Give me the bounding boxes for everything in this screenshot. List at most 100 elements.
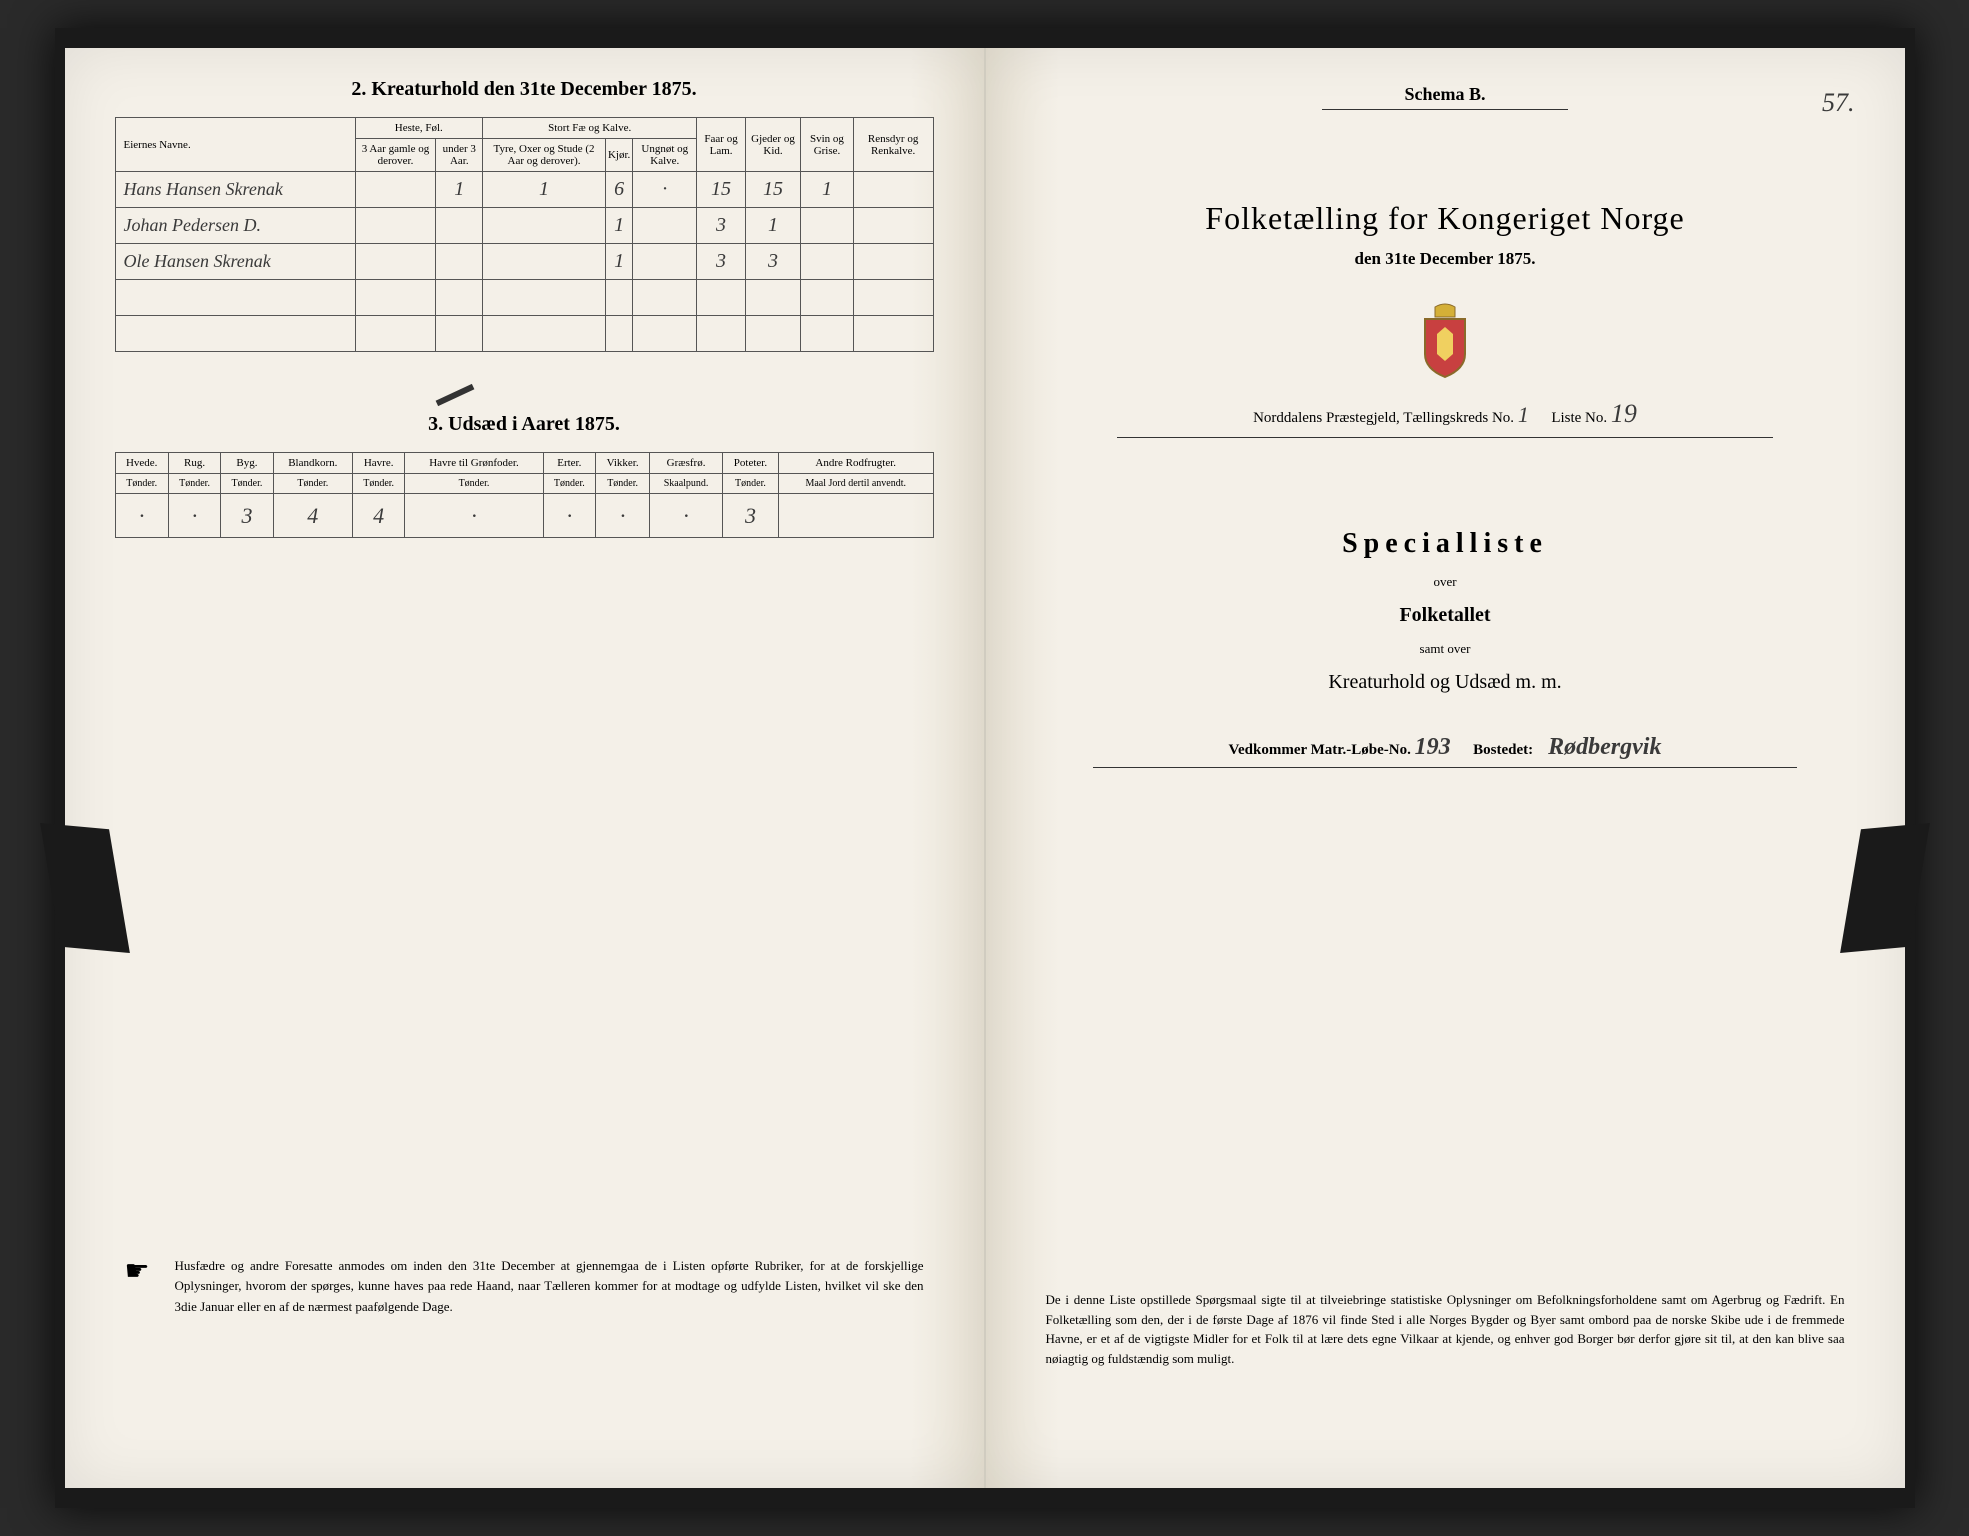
table-cell: [853, 208, 933, 244]
section3-title: 3. Udsæd i Aaret 1875.: [115, 413, 934, 436]
table-cell: [115, 280, 355, 316]
table-row: Hans Hansen Skrenak116·15151: [115, 172, 933, 208]
table-cell: [483, 208, 606, 244]
table-cell: [801, 208, 854, 244]
footer-note-left: Husfædre og andre Foresatte anmodes om i…: [175, 1256, 924, 1318]
table-cell: [853, 280, 933, 316]
vedkommer-line: Vedkommer Matr.-Løbe-No. 193 Bostedet: R…: [1036, 734, 1855, 761]
table-cell: Ole Hansen Skrenak: [115, 244, 355, 280]
col-subheader: Tønder.: [596, 474, 650, 494]
col-header: Hvede.: [115, 453, 168, 474]
table-row: [115, 316, 933, 352]
table-cell: 3: [221, 494, 273, 538]
table-cell: 3: [722, 494, 778, 538]
page-number: 57.: [1822, 88, 1855, 118]
table-cell: 1: [436, 172, 483, 208]
table-cell: [436, 280, 483, 316]
table-cell: 15: [697, 172, 746, 208]
table-cell: 1: [605, 244, 632, 280]
footer-note-right: De i denne Liste opstillede Spørgsmaal s…: [1046, 1290, 1845, 1368]
table-row: [115, 280, 933, 316]
table-cell: [436, 316, 483, 352]
table-cell: [355, 244, 436, 280]
col-ren: Rensdyr og Renkalve.: [853, 118, 933, 172]
table-cell: [355, 280, 436, 316]
page-right: 57. Schema B. Folketælling for Kongerige…: [985, 48, 1905, 1488]
main-title: Folketælling for Kongeriget Norge: [1036, 200, 1855, 237]
col-stort-c: Ungnøt og Kalve.: [633, 139, 697, 172]
col-subheader: Tønder.: [115, 474, 168, 494]
table-cell: [605, 316, 632, 352]
table-row: Johan Pedersen D.131: [115, 208, 933, 244]
table-cell: ·: [115, 494, 168, 538]
table-cell: [633, 316, 697, 352]
table-cell: [853, 172, 933, 208]
col-header: Havre.: [352, 453, 404, 474]
table-cell: 1: [483, 172, 606, 208]
col-header: Havre til Grønfoder.: [405, 453, 543, 474]
coat-of-arms-icon: [1415, 299, 1475, 379]
col-faar: Faar og Lam.: [697, 118, 746, 172]
table-cell: [436, 244, 483, 280]
bostedet-value: Rødbergvik: [1548, 734, 1661, 760]
livestock-table: Eiernes Navne. Heste, Føl. Stort Fæ og K…: [115, 117, 934, 352]
district-no: 1: [1518, 402, 1529, 427]
col-subheader: Tønder.: [352, 474, 404, 494]
table-cell: [697, 316, 746, 352]
table-cell: 4: [352, 494, 404, 538]
col-stort-b: Kjør.: [605, 139, 632, 172]
table-cell: ·: [633, 172, 697, 208]
table-row: Ole Hansen Skrenak 1 33: [115, 244, 933, 280]
table-cell: 6: [605, 172, 632, 208]
col-subheader: Tønder.: [168, 474, 220, 494]
col-stort-group: Stort Fæ og Kalve.: [483, 118, 697, 139]
pointing-hand-icon: ☛: [125, 1254, 150, 1288]
col-svin: Svin og Grise.: [801, 118, 854, 172]
district-prefix: Norddalens Præstegjeld, Tællingskreds No…: [1253, 410, 1514, 426]
book-spread: 2. Kreaturhold den 31te December 1875. E…: [55, 28, 1915, 1508]
table-cell: 1: [605, 208, 632, 244]
table-cell: 4: [273, 494, 352, 538]
table-cell: [483, 244, 606, 280]
col-header: Erter.: [543, 453, 595, 474]
liste-no: 19: [1611, 399, 1637, 428]
table-cell: Johan Pedersen D.: [115, 208, 355, 244]
col-heste-a: 3 Aar gamle og derover.: [355, 139, 436, 172]
sub-title: den 31te December 1875.: [1036, 249, 1855, 269]
table-cell: 1: [745, 208, 800, 244]
table-cell: 3: [697, 244, 746, 280]
table-cell: [853, 316, 933, 352]
table-cell: ·: [543, 494, 595, 538]
table-cell: [778, 494, 933, 538]
col-header: Vikker.: [596, 453, 650, 474]
table-cell: [355, 208, 436, 244]
table-cell: [115, 316, 355, 352]
col-subheader: Skaalpund.: [650, 474, 723, 494]
district-line: Norddalens Præstegjeld, Tællingskreds No…: [1117, 399, 1772, 438]
table-cell: [605, 280, 632, 316]
table-cell: ·: [596, 494, 650, 538]
table-cell: [355, 172, 436, 208]
table-cell: [801, 316, 854, 352]
col-heste-b: under 3 Aar.: [436, 139, 483, 172]
schema-underline: [1322, 109, 1568, 110]
col-header: Poteter.: [722, 453, 778, 474]
table-cell: [801, 280, 854, 316]
col-subheader: Maal Jord dertil anvendt.: [778, 474, 933, 494]
liste-prefix: Liste No.: [1551, 410, 1607, 426]
table-cell: 15: [745, 172, 800, 208]
table-cell: 3: [745, 244, 800, 280]
table-cell: [633, 208, 697, 244]
vedkommer-no: 193: [1415, 734, 1451, 760]
table-cell: Hans Hansen Skrenak: [115, 172, 355, 208]
bostedet-prefix: Bostedet:: [1473, 742, 1533, 758]
table-cell: [355, 316, 436, 352]
table-cell: [436, 208, 483, 244]
col-subheader: Tønder.: [543, 474, 595, 494]
specialliste-title: Specialliste: [1036, 528, 1855, 560]
vedkommer-underline: [1093, 767, 1797, 768]
kreatur-label: Kreaturhold og Udsæd m. m.: [1036, 671, 1855, 694]
col-gjeder: Gjeder og Kid.: [745, 118, 800, 172]
col-header: Rug.: [168, 453, 220, 474]
table-cell: ·: [650, 494, 723, 538]
